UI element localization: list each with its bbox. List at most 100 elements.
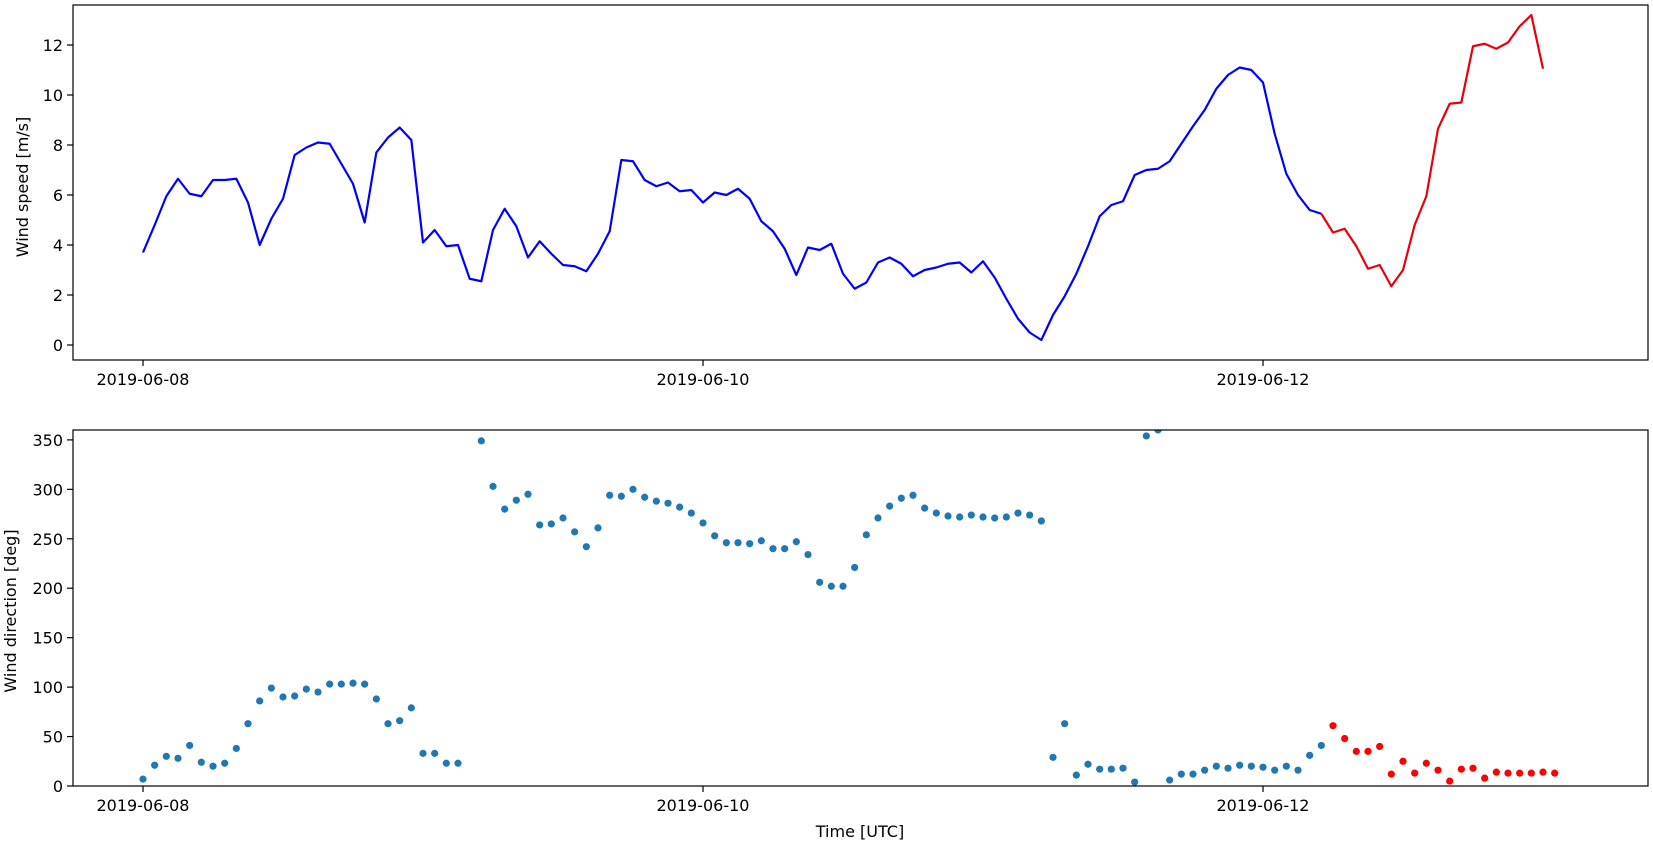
wind-direction-point <box>1364 747 1372 755</box>
wind-direction-point <box>431 749 439 757</box>
y-tick-label: 6 <box>53 186 63 205</box>
wind-direction-point <box>1224 764 1232 772</box>
wind-direction-plot-frame <box>72 429 1649 787</box>
wind-direction-point <box>1236 761 1244 769</box>
wind-direction-series <box>139 422 1559 786</box>
wind-direction-point <box>932 509 940 517</box>
wind-direction-point <box>804 551 812 559</box>
y-tick-label: 200 <box>32 579 63 598</box>
wind-direction-point <box>711 532 719 540</box>
wind-direction-point <box>1539 768 1547 776</box>
wind-direction-point <box>1189 770 1197 778</box>
wind-direction-point <box>139 775 147 783</box>
wind-direction-point <box>1551 769 1559 777</box>
wind-direction-point <box>722 539 730 547</box>
wind-direction-point <box>1434 766 1442 774</box>
wind-direction-x-ticks: 2019-06-08 2019-06-10 2019-06-12 <box>97 786 1310 815</box>
wind-direction-point <box>1387 770 1395 778</box>
wind-direction-point <box>1201 766 1209 774</box>
wind-direction-point <box>232 744 240 753</box>
wind-direction-point <box>1446 777 1454 785</box>
wind-direction-point <box>1107 765 1115 773</box>
wind-direction-point <box>1247 762 1255 770</box>
wind-direction-point <box>349 679 357 687</box>
wind-direction-point <box>162 752 170 760</box>
wind-direction-point <box>676 503 684 511</box>
y-tick-label: 8 <box>53 136 63 155</box>
wind-direction-point <box>454 759 462 767</box>
x-tick-label: 2019-06-10 <box>657 370 750 389</box>
wind-direction-point <box>547 520 555 528</box>
x-tick-label: 2019-06-12 <box>1217 796 1310 815</box>
wind-direction-y-axis-label: Wind direction [deg] <box>1 529 20 692</box>
wind-direction-point <box>209 762 217 770</box>
wind-direction-point <box>1317 741 1325 750</box>
y-tick-label: 150 <box>32 629 63 648</box>
wind-direction-point <box>174 754 182 762</box>
wind-direction-point <box>641 493 649 501</box>
wind-direction-point <box>524 490 532 498</box>
wind-direction-point <box>1457 765 1465 773</box>
wind-direction-point <box>1002 513 1010 521</box>
y-tick-label: 4 <box>53 236 63 255</box>
wind-direction-point <box>151 761 159 769</box>
wind-direction-point <box>594 524 602 532</box>
wind-direction-point <box>1492 768 1500 776</box>
wind-direction-point <box>1259 763 1267 771</box>
wind-direction-point <box>1422 759 1430 767</box>
wind-direction-point <box>244 720 252 728</box>
wind-direction-point <box>886 502 894 510</box>
wind-direction-point <box>407 704 415 712</box>
wind-direction-point <box>477 437 485 445</box>
wind-direction-point <box>991 514 999 522</box>
wind-direction-point <box>291 692 299 700</box>
wind-direction-point <box>1119 764 1127 772</box>
wind-direction-point <box>1516 769 1524 777</box>
wind-direction-point <box>1411 769 1419 777</box>
wind-direction-point <box>197 758 205 766</box>
y-tick-label: 50 <box>43 728 63 747</box>
wind-direction-point <box>862 531 870 539</box>
x-tick-label: 2019-06-12 <box>1217 370 1310 389</box>
wind-direction-point <box>384 720 392 728</box>
wind-direction-point <box>606 491 614 499</box>
wind-direction-point <box>419 749 427 757</box>
wind-direction-point <box>816 578 824 586</box>
y-tick-label: 250 <box>32 530 63 549</box>
wind-direction-point <box>874 514 882 522</box>
y-tick-label: 0 <box>53 777 63 796</box>
wind-direction-point <box>361 680 369 688</box>
wind-direction-point <box>921 504 929 512</box>
wind-direction-point <box>1177 770 1185 778</box>
wind-direction-point <box>442 759 450 767</box>
wind-direction-point <box>652 497 660 505</box>
wind-direction-point <box>979 513 987 521</box>
wind-speed-y-axis-label: Wind speed [m/s] <box>13 117 32 258</box>
wind-direction-point <box>489 482 497 490</box>
y-tick-label: 2 <box>53 286 63 305</box>
wind-direction-y-ticks: 0 50 100 150 200 250 300 350 <box>32 431 73 796</box>
wind-direction-point <box>827 582 835 590</box>
y-tick-label: 350 <box>32 431 63 450</box>
y-tick-label: 100 <box>32 678 63 697</box>
wind-direction-point <box>1481 774 1489 782</box>
wind-direction-point <box>687 509 695 517</box>
wind-direction-point <box>1037 517 1045 525</box>
wind-direction-point <box>1049 753 1057 761</box>
wind-speed-line-0 <box>141 66 1322 342</box>
wind-speed-x-ticks: 2019-06-08 2019-06-10 2019-06-12 <box>97 360 1310 389</box>
wind-direction-point <box>559 514 567 522</box>
wind-direction-point <box>617 492 625 500</box>
wind-speed-y-ticks: 0 2 4 6 8 10 12 <box>43 36 73 355</box>
wind-direction-point <box>851 563 859 572</box>
wind-direction-point <box>746 540 754 548</box>
y-tick-label: 12 <box>43 36 63 55</box>
wind-direction-point <box>1329 722 1337 730</box>
wind-direction-point <box>512 496 520 504</box>
wind-direction-point <box>1469 764 1477 772</box>
wind-direction-point <box>582 543 590 551</box>
x-tick-label: 2019-06-08 <box>97 370 190 389</box>
wind-direction-point <box>571 528 579 536</box>
wind-direction-point <box>466 422 473 429</box>
